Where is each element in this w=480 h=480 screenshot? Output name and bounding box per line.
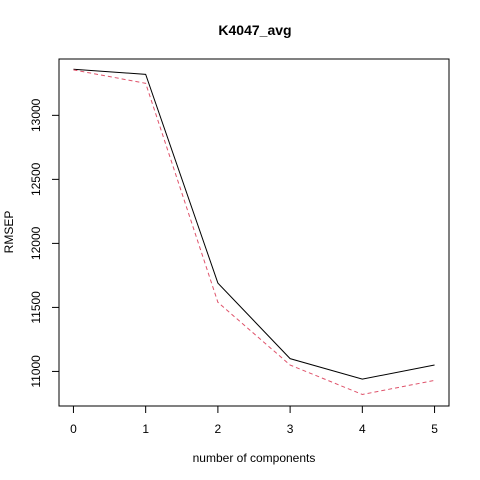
x-tick-label: 5 [431,422,438,436]
x-tick-label: 3 [287,422,294,436]
y-tick-label: 12500 [29,162,43,196]
series-line-2 [73,69,435,395]
x-tick-label: 1 [142,422,149,436]
chart-title: K4047_avg [218,22,291,38]
x-axis: 0 1 2 3 4 5 [70,405,438,436]
x-tick-label: 0 [70,422,77,436]
y-tick-label: 13000 [29,98,43,132]
y-tick-label: 12000 [29,226,43,260]
y-axis: 11000 11500 12000 12500 13000 [29,98,60,388]
series-line-1 [73,68,435,380]
y-tick-label: 11000 [29,355,43,388]
y-tick-label: 11500 [29,291,43,324]
x-tick-label: 2 [215,422,222,436]
x-tick-label: 4 [359,422,366,436]
series-layer [73,68,435,395]
plot-frame [58,58,450,407]
x-axis-label: number of components [193,451,316,465]
y-axis-label: RMSEP [2,211,16,254]
